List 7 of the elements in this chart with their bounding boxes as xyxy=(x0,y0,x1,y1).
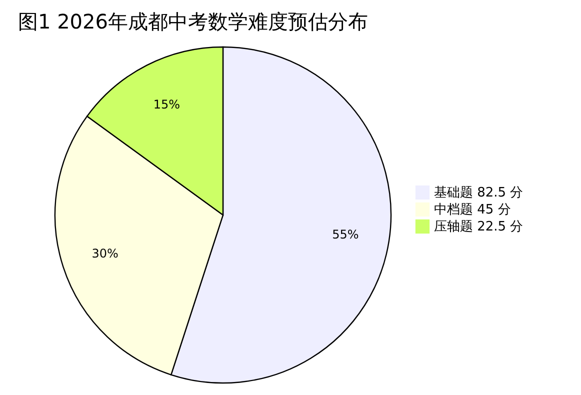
data-label: 30% xyxy=(92,246,118,260)
legend-label: 中档题 45 分 xyxy=(434,202,511,218)
legend-label: 压轴题 22.5 分 xyxy=(434,220,524,234)
chart-title: 图1 2026年成都中考数学难度预估分布 xyxy=(18,10,368,34)
legend-label: 基础题 82.5 分 xyxy=(434,186,524,200)
data-label: 15% xyxy=(153,98,180,112)
data-label: 55% xyxy=(332,227,359,242)
